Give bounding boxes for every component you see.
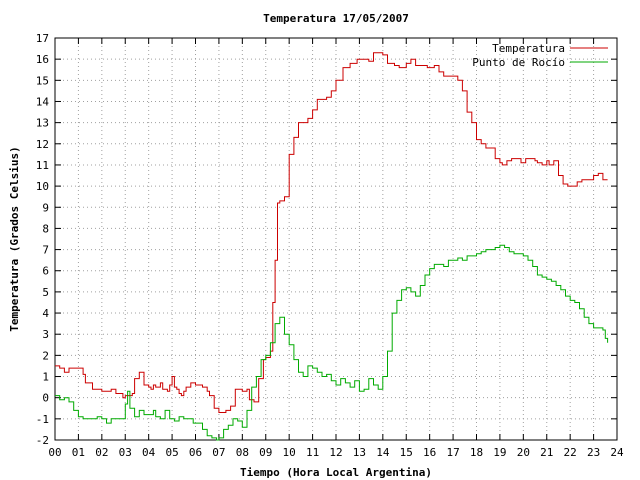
y-tick-label: 10	[36, 180, 49, 193]
legend-label: Temperatura	[492, 42, 565, 55]
y-tick-label: 0	[42, 392, 49, 405]
grid-lines	[55, 38, 617, 440]
y-tick-label: -2	[36, 434, 49, 447]
y-tick-label: 15	[36, 74, 49, 87]
y-tick-label: 8	[42, 222, 49, 235]
x-tick-label: 11	[306, 446, 319, 459]
x-tick-label: 13	[353, 446, 366, 459]
y-tick-label: 13	[36, 117, 49, 130]
y-tick-label: 1	[42, 371, 49, 384]
x-tick-label: 23	[587, 446, 600, 459]
x-tick-label: 21	[540, 446, 553, 459]
y-tick-label: 7	[42, 244, 49, 257]
x-tick-label: 03	[119, 446, 132, 459]
x-tick-label: 15	[400, 446, 413, 459]
x-axis-label: Tiempo (Hora Local Argentina)	[240, 466, 432, 479]
series-lines	[55, 52, 609, 441]
chart-title: Temperatura 17/05/2007	[263, 12, 409, 25]
y-tick-label: 4	[42, 307, 49, 320]
series-line-temperatura	[55, 52, 608, 413]
x-tick-label: 02	[95, 446, 108, 459]
y-tick-label: 2	[42, 349, 49, 362]
x-tick-label: 08	[236, 446, 249, 459]
x-tick-label: 01	[72, 446, 85, 459]
x-tick-label: 04	[142, 446, 156, 459]
y-tick-label: 14	[36, 95, 50, 108]
x-tick-label: 12	[329, 446, 342, 459]
y-tick-label: 3	[42, 328, 49, 341]
y-tick-label: 12	[36, 138, 49, 151]
y-tick-label: 9	[42, 201, 49, 214]
x-tick-label: 24	[610, 446, 624, 459]
x-tick-label: 18	[470, 446, 483, 459]
y-tick-label: 5	[42, 286, 49, 299]
x-tick-label: 10	[283, 446, 296, 459]
y-tick-label: -1	[36, 413, 49, 426]
x-tick-label: 19	[493, 446, 506, 459]
y-axis-label: Temperatura (Grados Celsius)	[8, 146, 21, 331]
y-tick-label: 17	[36, 32, 49, 45]
x-tick-label: 09	[259, 446, 272, 459]
x-tick-label: 17	[446, 446, 459, 459]
x-tick-label: 16	[423, 446, 436, 459]
x-tick-label: 07	[212, 446, 225, 459]
x-tick-label: 00	[48, 446, 61, 459]
x-tick-label: 06	[189, 446, 202, 459]
series-line-punto-de-roc-o	[55, 244, 609, 441]
x-tick-label: 22	[564, 446, 577, 459]
y-tick-label: 16	[36, 53, 49, 66]
y-tick-label: 11	[36, 159, 49, 172]
y-tick-label: 6	[42, 265, 49, 278]
legend-label: Punto de Rocío	[472, 56, 565, 69]
x-tick-label: 14	[376, 446, 390, 459]
plot-border	[54, 37, 618, 441]
x-tick-label: 20	[517, 446, 530, 459]
x-tick-label: 05	[165, 446, 178, 459]
